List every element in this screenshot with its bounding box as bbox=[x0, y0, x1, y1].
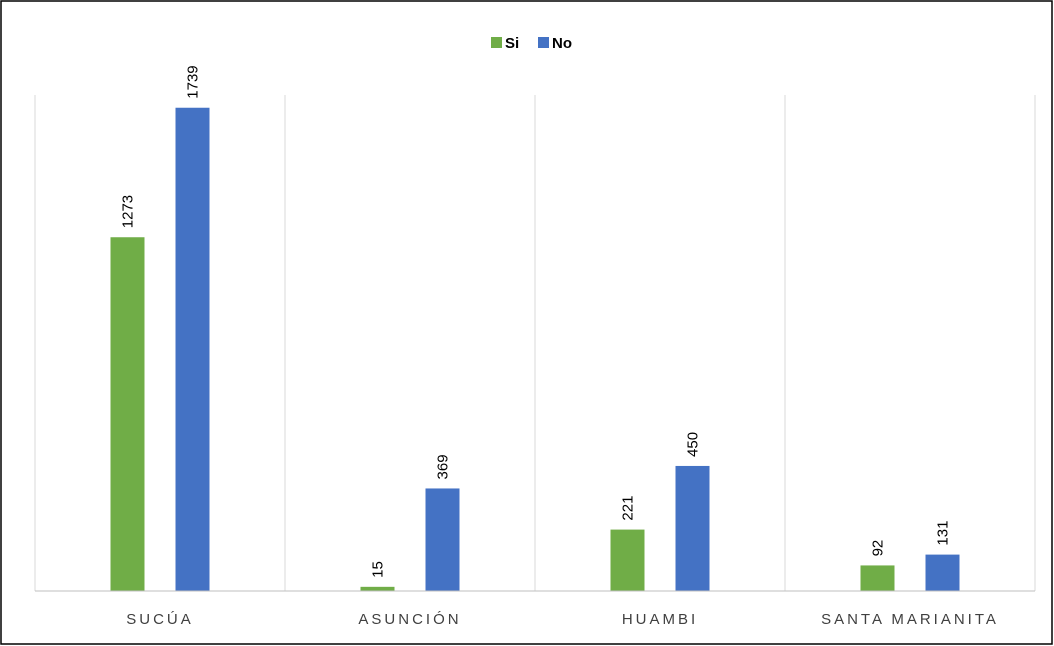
bar-si-huambi bbox=[610, 529, 645, 591]
category-separators bbox=[34, 95, 1036, 591]
category-label-asuncion: ASUNCIÓN bbox=[358, 611, 461, 628]
category-labels: SUCÚA ASUNCIÓN HUAMBI SANTA MARIANITA bbox=[126, 611, 999, 628]
legend-label-si: Si bbox=[505, 35, 519, 52]
bar-si-asuncion bbox=[360, 586, 395, 591]
category-label-huambi: HUAMBI bbox=[622, 611, 698, 628]
bar-si-santa-marianita bbox=[860, 565, 895, 591]
legend-swatch-no bbox=[538, 37, 549, 48]
data-label-no-huambi: 450 bbox=[685, 432, 702, 457]
data-label-si-santa-marianita: 92 bbox=[870, 540, 887, 557]
bar-si-sucua bbox=[110, 237, 145, 592]
bar-no-santa-marianita bbox=[925, 554, 960, 591]
legend-label-no: No bbox=[552, 35, 572, 52]
category-label-sucua: SUCÚA bbox=[126, 611, 194, 628]
legend: Si No bbox=[491, 35, 572, 52]
data-label-si-sucua: 1273 bbox=[120, 195, 137, 228]
bar-no-huambi bbox=[675, 465, 710, 591]
data-label-si-asuncion: 15 bbox=[370, 561, 387, 578]
category-label-santa-marianita: SANTA MARIANITA bbox=[821, 611, 999, 628]
data-labels: 1273 1739 15 369 221 450 92 131 bbox=[120, 65, 952, 577]
data-label-si-huambi: 221 bbox=[620, 496, 637, 521]
data-label-no-asuncion: 369 bbox=[435, 454, 452, 479]
bar-no-asuncion bbox=[425, 488, 460, 591]
legend-swatch-si bbox=[491, 37, 502, 48]
bar-no-sucua bbox=[175, 107, 210, 591]
data-label-no-sucua: 1739 bbox=[185, 65, 202, 98]
data-label-no-santa-marianita: 131 bbox=[935, 521, 952, 546]
bars bbox=[110, 107, 960, 592]
